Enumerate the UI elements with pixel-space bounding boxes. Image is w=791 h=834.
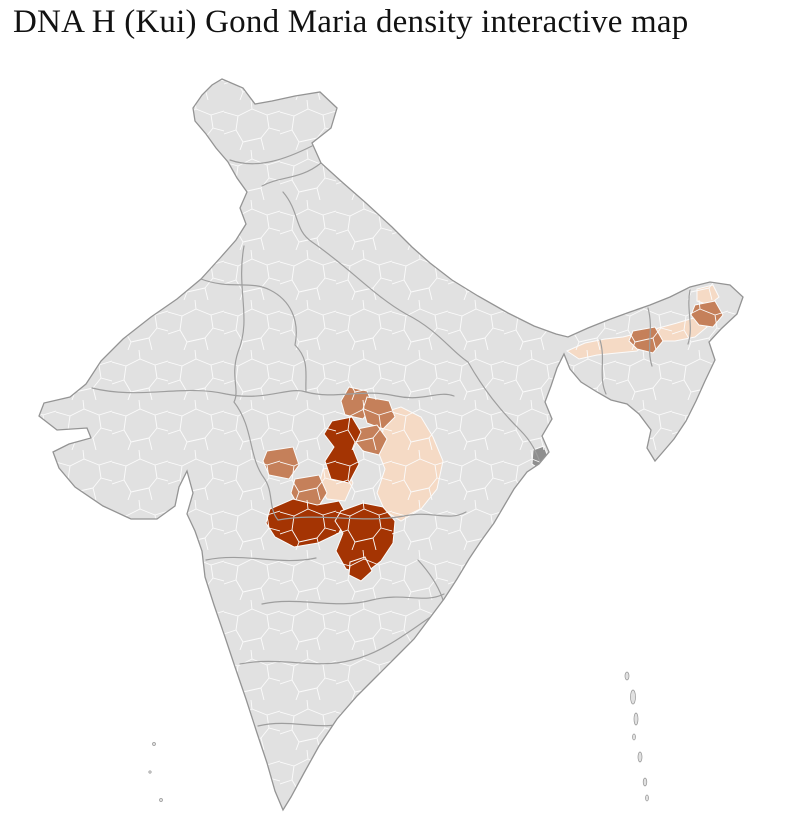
island [642, 777, 648, 787]
island [645, 794, 649, 802]
page-title: DNA H (Kui) Gond Maria density interacti… [13, 4, 689, 40]
lakshadweep-islands [148, 742, 163, 802]
island-chains [148, 671, 649, 802]
island [624, 671, 630, 681]
island [633, 712, 639, 726]
island [152, 742, 156, 746]
island [630, 689, 636, 705]
island [159, 798, 163, 802]
island [632, 733, 636, 741]
island [637, 751, 643, 763]
state-borders [91, 145, 691, 727]
island [148, 770, 152, 774]
andaman-islands [624, 671, 649, 802]
district-grid-overlay [39, 79, 743, 810]
